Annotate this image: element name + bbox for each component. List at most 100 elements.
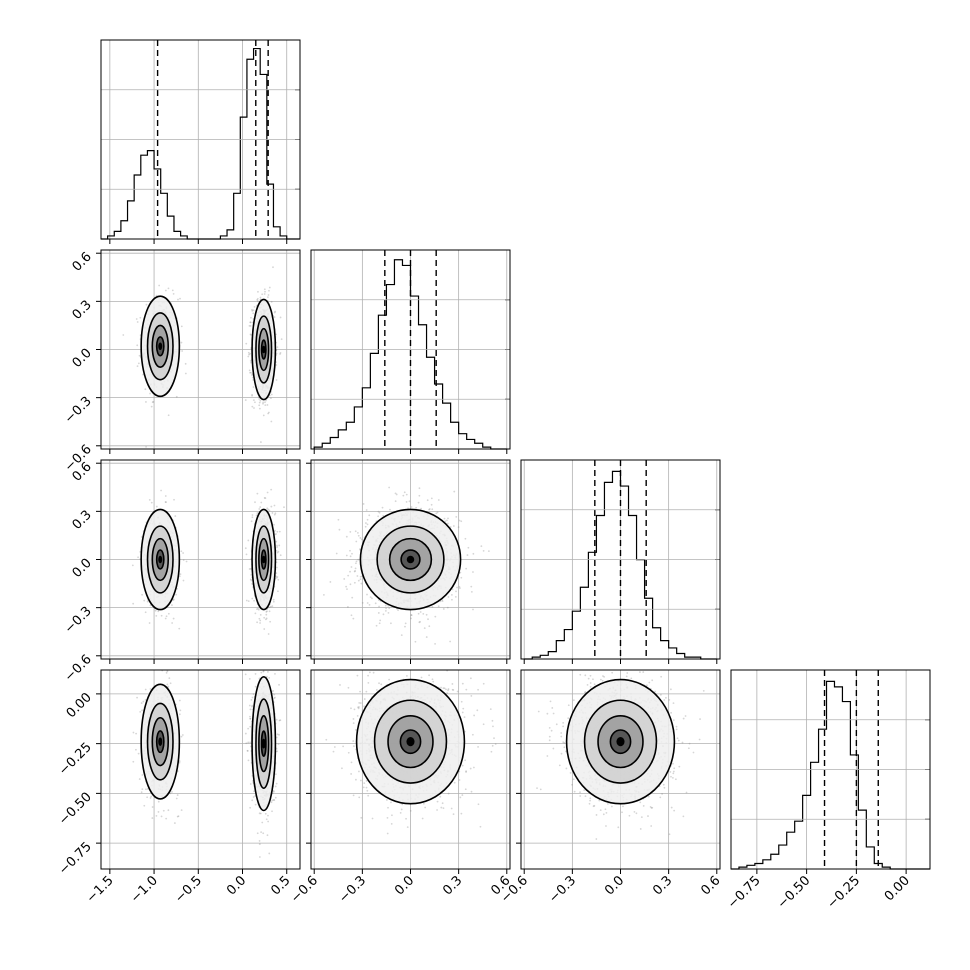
scatter-point — [259, 619, 262, 622]
scatter-point — [182, 552, 185, 554]
scatter-point — [256, 621, 259, 624]
scatter-point — [449, 526, 452, 528]
y-tick-label: 0.0 — [70, 556, 95, 581]
scatter-point — [419, 611, 422, 613]
scatter-point — [247, 539, 250, 542]
scatter-point — [267, 412, 270, 415]
scatter-point — [487, 550, 490, 553]
scatter-point — [175, 593, 178, 596]
scatter-point — [245, 599, 248, 602]
scatter-point — [250, 520, 253, 523]
scatter-point — [171, 622, 174, 624]
scatter-point — [251, 394, 253, 397]
scatter-point — [256, 492, 259, 495]
scatter-point — [258, 407, 261, 410]
scatter-point — [259, 622, 261, 624]
scatter-point — [162, 809, 165, 812]
scatter-point — [184, 362, 187, 365]
scatter-point — [270, 420, 273, 423]
scatter-point — [420, 507, 422, 510]
scatter-point — [276, 530, 279, 533]
scatter-point — [250, 579, 253, 582]
scatter-point — [349, 549, 351, 552]
scatter-point — [360, 582, 363, 585]
y-tick-label: −0.6 — [62, 652, 95, 685]
scatter-point — [122, 334, 125, 336]
scatter-point — [436, 511, 439, 514]
scatter-point — [270, 300, 273, 303]
scatter-point — [164, 495, 167, 497]
scatter-point — [247, 355, 250, 358]
contour-line — [376, 525, 445, 594]
scatter-point — [472, 552, 475, 555]
scatter-point — [266, 491, 269, 494]
scatter-point — [263, 628, 266, 630]
scatter-point — [166, 650, 168, 652]
scatter-point — [179, 709, 182, 712]
scatter-point — [431, 508, 434, 511]
scatter-point — [464, 537, 467, 540]
scatter-point — [180, 735, 183, 738]
scatter-point — [263, 497, 266, 499]
scatter-point — [275, 540, 278, 543]
scatter-point — [375, 624, 378, 627]
scatter-point — [276, 575, 279, 578]
scatter-point — [277, 578, 280, 581]
scatter-point — [260, 671, 263, 674]
scatter-point — [279, 351, 282, 354]
scatter-point — [397, 609, 399, 612]
scatter-point — [264, 497, 267, 500]
scatter-point — [149, 688, 152, 690]
scatter-point — [270, 505, 273, 508]
scatter-point — [155, 505, 158, 508]
scatter-point — [158, 284, 161, 287]
scatter-point — [359, 575, 362, 578]
scatter-point — [442, 608, 445, 610]
joint-content — [131, 488, 285, 635]
scatter-point — [268, 606, 270, 609]
scatter-point — [272, 598, 275, 601]
scatter-point — [251, 582, 254, 585]
scatter-point — [450, 593, 453, 596]
scatter-point — [245, 553, 248, 556]
scatter-point — [387, 611, 390, 614]
y-tick-label: −0.3 — [62, 604, 95, 637]
scatter-point — [268, 509, 271, 512]
scatter-point — [451, 588, 454, 591]
scatter-point — [150, 795, 153, 798]
scatter-point — [160, 614, 163, 617]
scatter-point — [343, 578, 346, 580]
scatter-point — [139, 710, 142, 713]
scatter-point — [256, 298, 259, 301]
scatter-point — [427, 618, 429, 621]
scatter-point — [149, 604, 152, 607]
scatter-point — [151, 401, 154, 404]
scatter-point — [271, 512, 274, 514]
scatter-point — [267, 294, 270, 296]
scatter-point — [131, 564, 134, 567]
scatter-point — [458, 585, 461, 588]
scatter-point — [176, 794, 179, 796]
scatter-point — [167, 809, 170, 812]
scatter-point — [268, 610, 271, 613]
scatter-point — [181, 350, 184, 352]
scatter-point — [472, 608, 474, 611]
scatter-point — [345, 535, 348, 538]
scatter-point — [267, 508, 270, 511]
scatter-point — [437, 499, 440, 501]
scatter-point — [137, 556, 139, 559]
scatter-point — [152, 400, 155, 403]
scatter-point — [455, 515, 458, 518]
contour-line — [155, 336, 165, 357]
scatter-point — [136, 365, 139, 368]
x-tick-label: −0.50 — [775, 873, 814, 912]
density-peak — [158, 555, 163, 564]
scatter-point — [264, 290, 266, 293]
scatter-point — [178, 761, 181, 764]
scatter-point — [435, 512, 438, 515]
scatter-point — [164, 289, 167, 292]
scatter-point — [349, 555, 352, 558]
contour-line — [146, 312, 174, 381]
scatter-point — [132, 731, 135, 734]
